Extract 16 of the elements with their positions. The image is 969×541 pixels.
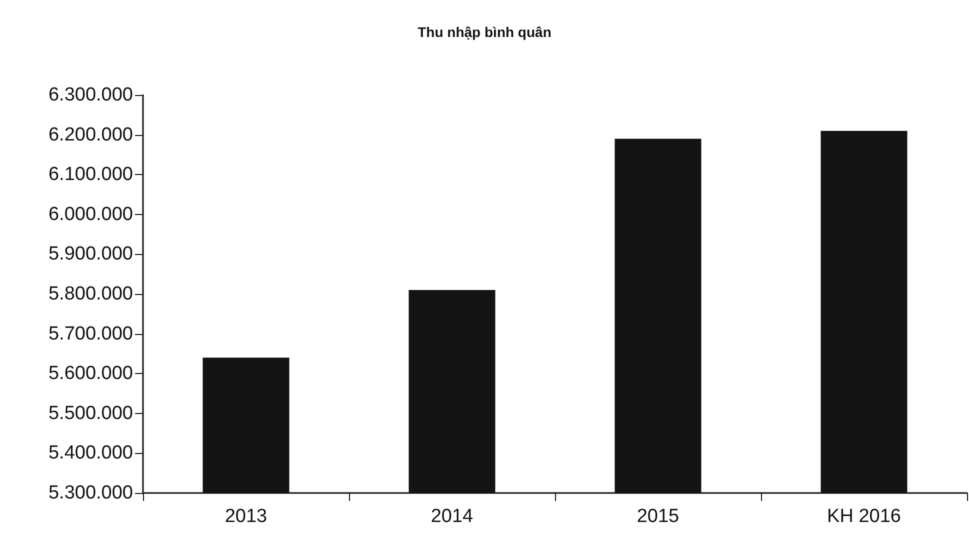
y-tick-label: 5.300.000 [48, 482, 133, 504]
x-tick-label: 2014 [430, 506, 474, 527]
y-tick-label: 6.200.000 [48, 124, 133, 146]
chart-title: Thu nhập bình quân [418, 24, 552, 40]
y-tick-label: 5.900.000 [48, 244, 133, 265]
x-tick-label: 2013 [224, 506, 268, 527]
y-tick-label: 5.700.000 [48, 323, 133, 344]
x-tick-label: 2015 [636, 506, 680, 527]
y-tick-label: 6.100.000 [48, 164, 133, 186]
y-tick-label: 6.300.000 [48, 84, 133, 106]
y-tick-label: 5.400.000 [48, 442, 133, 464]
y-tick-label: 5.500.000 [48, 402, 133, 424]
x-tick-label: KH 2016 [827, 506, 901, 527]
y-tick-label: 5.600.000 [48, 363, 133, 384]
y-tick-label: 6.000.000 [48, 204, 133, 225]
y-tick-label: 5.800.000 [48, 284, 133, 304]
